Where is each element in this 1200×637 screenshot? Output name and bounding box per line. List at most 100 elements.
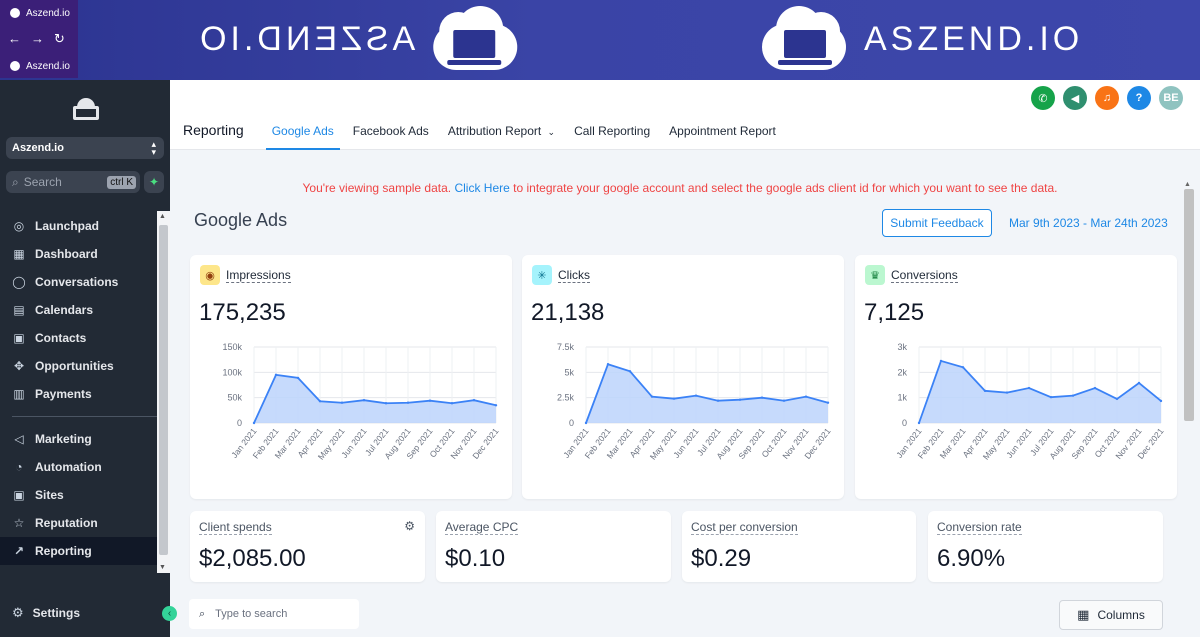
data-point[interactable] <box>738 398 742 401</box>
data-point[interactable] <box>672 397 676 400</box>
gear-icon[interactable]: ⚙ <box>404 519 415 533</box>
bell-icon: ♫ <box>1102 92 1112 104</box>
data-point[interactable] <box>628 370 632 373</box>
sidebar-item-dashboard[interactable]: ▦ Dashboard <box>0 240 157 268</box>
data-point[interactable] <box>826 401 830 404</box>
data-point[interactable] <box>362 399 366 402</box>
metric-label[interactable]: Impressions <box>226 267 291 283</box>
tab-appointment-report[interactable]: Appointment Report <box>669 124 776 138</box>
data-point[interactable] <box>318 400 322 403</box>
sidebar-item-sites[interactable]: ▣ Sites <box>0 481 157 509</box>
favicon-icon <box>10 61 20 71</box>
stat-label[interactable]: Average CPC <box>445 520 519 535</box>
data-point[interactable] <box>1049 395 1053 399</box>
announcements-button[interactable]: ◀ <box>1063 86 1087 110</box>
scroll-down-icon[interactable]: ▼ <box>159 564 166 571</box>
scroll-up-icon[interactable]: ▲ <box>159 213 166 220</box>
data-point[interactable] <box>296 376 300 380</box>
sidebar-item-contacts[interactable]: ▣ Contacts <box>0 324 157 352</box>
data-point[interactable] <box>961 366 965 369</box>
integrate-link[interactable]: Click Here <box>454 181 510 195</box>
help-button[interactable]: ? <box>1127 86 1151 110</box>
sidebar-item-reporting[interactable]: ↗ Reporting <box>0 537 157 565</box>
sidebar-item-opportunities[interactable]: ✥ Opportunities <box>0 352 157 380</box>
back-icon[interactable]: ← <box>8 31 21 46</box>
contacts-icon: ▣ <box>13 331 25 345</box>
tab-attribution-report[interactable]: Attribution Report ⌄ <box>442 124 561 150</box>
data-point[interactable] <box>1137 381 1141 385</box>
stat-label[interactable]: Conversion rate <box>937 520 1022 535</box>
data-point[interactable] <box>1027 386 1031 390</box>
data-point[interactable] <box>428 399 432 402</box>
sidebar-search[interactable]: ⌕ Search ctrl K <box>6 171 140 193</box>
browser-tab[interactable]: Aszend.io <box>0 0 78 26</box>
sidebar-item-calendars[interactable]: ▤ Calendars <box>0 296 157 324</box>
metric-label[interactable]: Conversions <box>891 267 958 283</box>
data-point[interactable] <box>650 395 654 398</box>
data-point[interactable] <box>1071 394 1075 397</box>
data-point[interactable] <box>494 404 498 407</box>
tab-call-reporting[interactable]: Call Reporting <box>574 124 651 138</box>
notifications-button[interactable]: ♫ <box>1095 86 1119 110</box>
browser-tab[interactable]: Aszend.io <box>0 53 78 79</box>
columns-button[interactable]: ▦ Columns <box>1059 600 1163 630</box>
data-point[interactable] <box>694 394 698 397</box>
y-tick-label: 0 <box>902 418 907 428</box>
phone-button[interactable]: ✆ <box>1031 86 1055 110</box>
sidebar-item-conversations[interactable]: ◯ Conversations <box>0 268 157 296</box>
sidebar-item-marketing[interactable]: ◁ Marketing <box>0 425 157 453</box>
sidebar-scrollbar[interactable]: ▲ ▼ <box>157 211 170 573</box>
scrollbar-thumb[interactable] <box>1184 189 1194 421</box>
data-point[interactable] <box>716 399 720 402</box>
tab-google-ads[interactable]: Google Ads <box>265 124 340 150</box>
tab-facebook-ads[interactable]: Facebook Ads <box>352 124 429 138</box>
data-point[interactable] <box>606 363 610 366</box>
table-search-input[interactable]: ⌕ Type to search <box>189 599 359 629</box>
phone-icon: ✆ <box>1038 92 1048 105</box>
forward-icon[interactable]: → <box>31 31 44 46</box>
data-point[interactable] <box>406 401 410 404</box>
reload-icon[interactable]: ↻ <box>54 31 65 46</box>
notice-text: You're viewing sample data. <box>302 181 455 195</box>
quick-action-button[interactable]: ✦ <box>144 171 164 193</box>
data-point[interactable] <box>760 396 764 399</box>
cloud-logo-icon <box>429 0 521 78</box>
trophy-icon: ♛ <box>865 265 885 285</box>
stat-label[interactable]: Client spends <box>199 520 272 535</box>
sidebar-item-automation[interactable]: ◔ Automation <box>0 453 157 481</box>
sidebar-item-reputation[interactable]: ☆ Reputation <box>0 509 157 537</box>
sidebar-item-settings[interactable]: ⚙ Settings <box>0 599 157 627</box>
data-point[interactable] <box>340 401 344 404</box>
calendar-icon: ▤ <box>13 303 25 317</box>
account-switcher[interactable]: Aszend.io ▴ ▾ <box>6 137 164 159</box>
data-point[interactable] <box>384 402 388 405</box>
main-scrollbar[interactable]: ▲ <box>1183 181 1195 637</box>
collapse-sidebar-button[interactable]: ‹ <box>162 606 177 621</box>
data-point[interactable] <box>939 359 943 363</box>
data-point[interactable] <box>450 402 454 405</box>
stat-label[interactable]: Cost per conversion <box>691 520 798 535</box>
submit-feedback-button[interactable]: Submit Feedback <box>882 209 992 237</box>
sidebar-item-launchpad[interactable]: ◎ Launchpad <box>0 212 157 240</box>
data-point[interactable] <box>584 421 588 425</box>
data-point[interactable] <box>1159 399 1163 403</box>
data-point[interactable] <box>782 399 786 402</box>
data-point[interactable] <box>804 395 808 398</box>
metric-label[interactable]: Clicks <box>558 267 590 283</box>
top-banner: Aszend.io ← → ↻ Aszend.io ASZEND.IO ASZE… <box>0 0 1200 80</box>
data-point[interactable] <box>1005 391 1009 394</box>
data-point[interactable] <box>252 421 256 425</box>
data-point[interactable] <box>274 373 278 377</box>
data-point[interactable] <box>472 399 476 402</box>
avatar[interactable]: BE <box>1159 86 1183 110</box>
data-point[interactable] <box>983 389 987 393</box>
scroll-up-icon[interactable]: ▲ <box>1184 181 1191 188</box>
data-point[interactable] <box>1115 397 1119 401</box>
app-logo-icon[interactable] <box>73 98 99 120</box>
data-point[interactable] <box>917 421 921 425</box>
date-range-picker[interactable]: Mar 9th 2023 - Mar 24th 2023 <box>1009 216 1168 230</box>
sidebar-item-payments[interactable]: ▥ Payments <box>0 380 157 408</box>
scrollbar-thumb[interactable] <box>159 225 168 555</box>
data-point[interactable] <box>1093 386 1097 390</box>
sidebar-item-label: Settings <box>32 606 80 620</box>
